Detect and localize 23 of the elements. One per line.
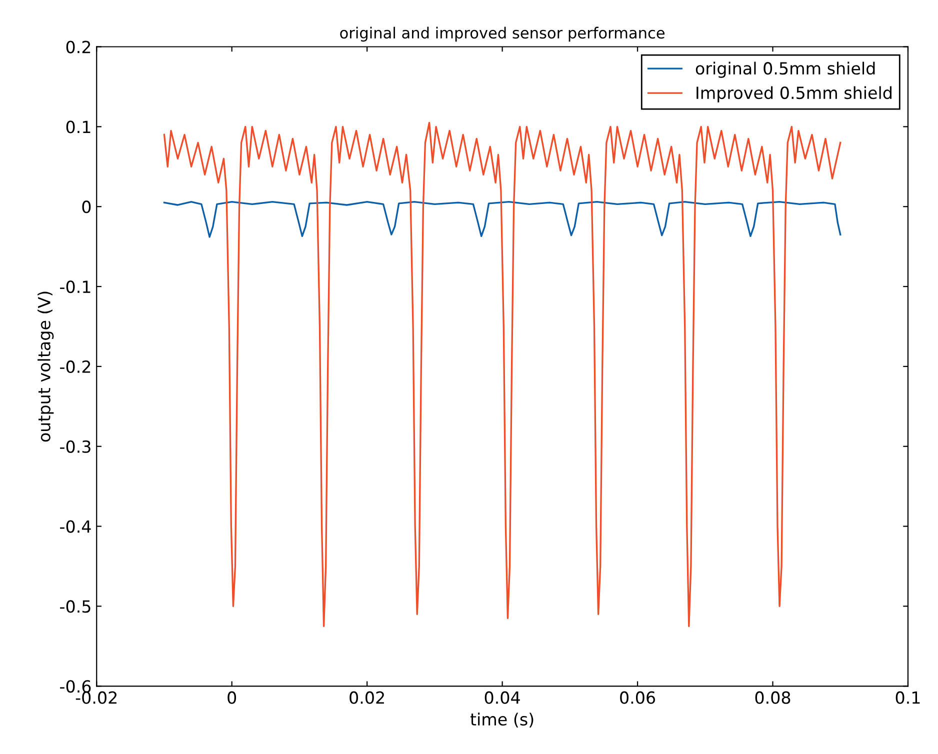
y-tick-label: -0.2 <box>60 360 90 374</box>
chart-title: original and improved sensor performance <box>340 26 664 42</box>
y-tick-label: -0.5 <box>60 600 90 613</box>
x-tick-label: 0 <box>228 691 236 704</box>
y-tick-label: 0 <box>82 200 91 214</box>
x-tick-label: 0.04 <box>484 691 520 704</box>
x-tick-label: 0.06 <box>620 691 656 704</box>
x-tick-label: -0.02 <box>76 691 117 704</box>
line-series <box>163 122 842 628</box>
x-tick-label: 0.02 <box>350 691 384 704</box>
legend-label: original 0.5mm shield <box>696 62 875 78</box>
x-axis-title: time (s) <box>470 712 534 728</box>
line-series <box>163 200 842 238</box>
x-tick-label: 0.08 <box>755 691 790 704</box>
y-tick-label: 0.2 <box>66 40 90 54</box>
y-axis-title: output voltage (V) <box>38 292 54 442</box>
y-tick-label: -0.6 <box>60 680 91 693</box>
x-tick-label: 0.1 <box>896 691 920 704</box>
y-tick-label: -0.3 <box>60 440 90 453</box>
legend-label: Improved 0.5mm shield <box>696 86 892 102</box>
y-tick-label: -0.4 <box>60 520 91 533</box>
y-tick-label: 0.1 <box>66 120 90 134</box>
y-tick-label: -0.1 <box>60 280 90 294</box>
